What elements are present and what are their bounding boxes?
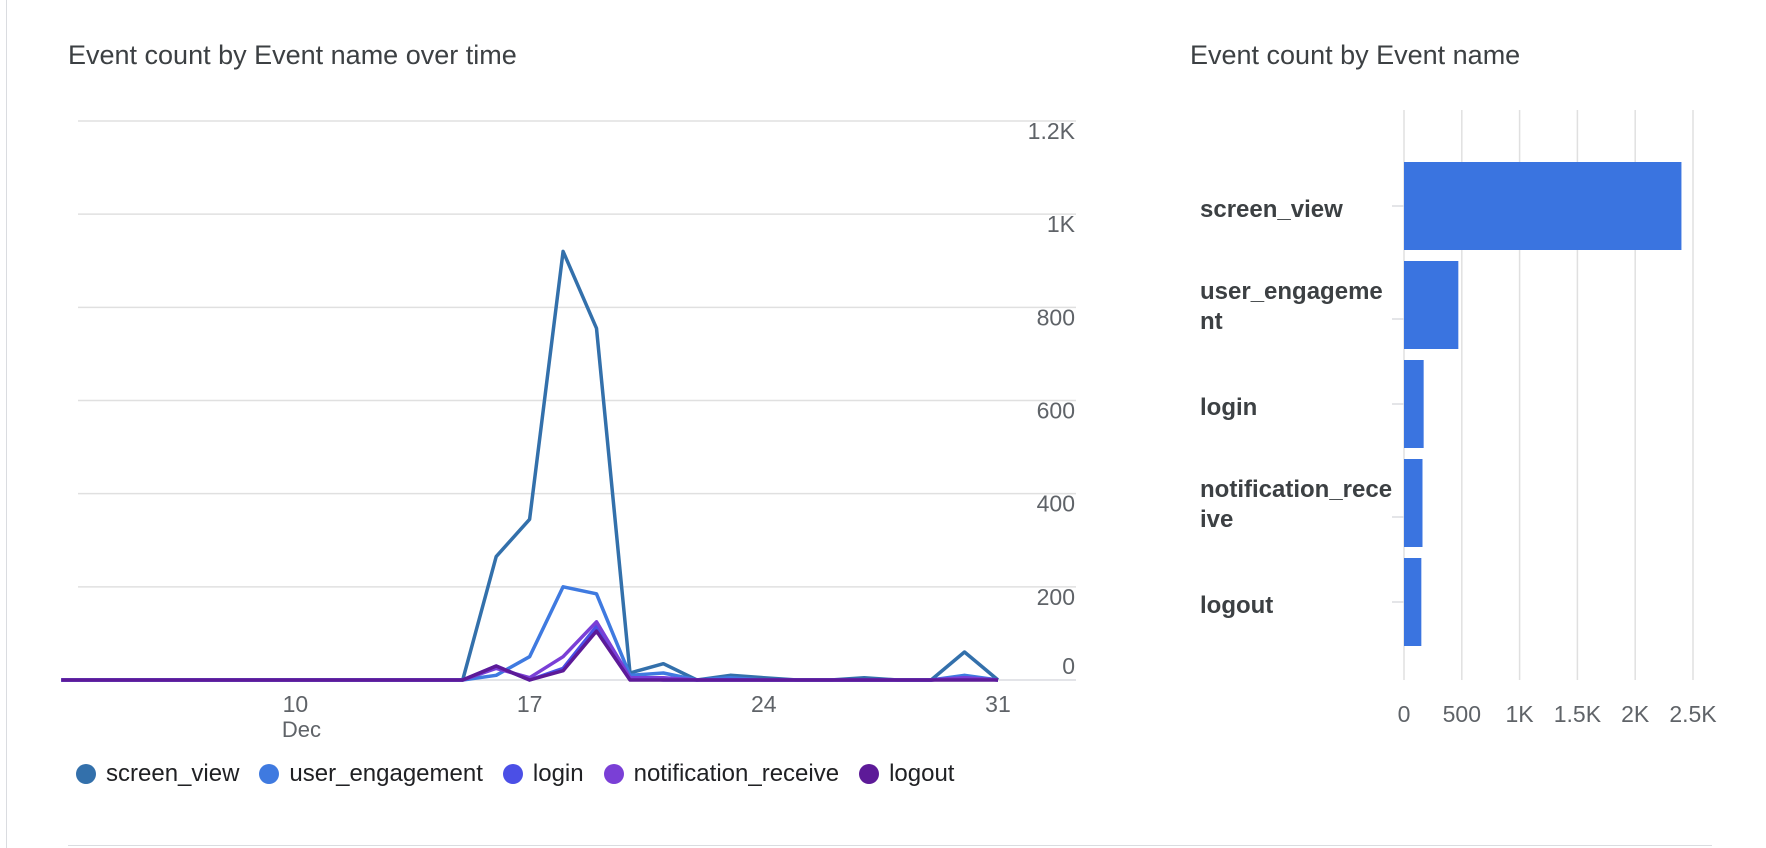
line-y-tick-label: 0 <box>1062 653 1075 679</box>
legend-dot-icon <box>259 764 280 784</box>
legend-label: screen_view <box>106 760 240 787</box>
bar-user_engagement <box>1404 261 1459 349</box>
line-x-tick-label: 17 <box>517 691 543 717</box>
bar-logout <box>1404 558 1422 646</box>
line-chart-legend: screen_view user_engagement login notificat… <box>76 760 974 788</box>
legend-item-login[interactable]: login <box>502 760 584 788</box>
line-y-tick-label: 800 <box>1037 304 1075 330</box>
line-y-tick-label: 1.2K <box>1028 118 1076 144</box>
line-y-tick-label: 1K <box>1047 211 1076 237</box>
legend-label: logout <box>889 760 955 787</box>
line-series-screen_view <box>61 249 1000 682</box>
bar-category-label-cont: ive <box>1200 506 1233 533</box>
line-x-tick-label: 31 <box>985 691 1011 717</box>
card-bottom-divider <box>68 845 1712 846</box>
legend-dot-icon <box>603 764 624 784</box>
bar-category-label: login <box>1200 394 1257 421</box>
bar-x-tick-label: 0 <box>1398 701 1411 727</box>
bar-category-label: user_engageme <box>1200 278 1383 305</box>
bar-category-label: logout <box>1200 592 1273 619</box>
line-chart-title: Event count by Event name over time <box>68 40 517 70</box>
bar-x-tick-label: 2.5K <box>1669 701 1717 727</box>
legend-label: login <box>532 760 584 787</box>
line-x-tick-label: 10 <box>283 691 309 717</box>
line-series-logout <box>61 629 998 682</box>
bar-chart-title: Event count by Event name <box>1190 40 1521 70</box>
bar-screen_view <box>1404 162 1682 250</box>
line-y-tick-label: 200 <box>1037 584 1075 610</box>
bar-category-label-cont: nt <box>1200 308 1223 335</box>
bar-x-tick-label: 1K <box>1506 701 1535 727</box>
bar-category-label: screen_view <box>1200 196 1343 223</box>
line-x-tick-sublabel: Dec <box>282 717 321 742</box>
line-series-notification_receive <box>61 620 999 682</box>
legend-label: notification_receive <box>633 760 840 787</box>
line-y-tick-label: 400 <box>1037 491 1075 517</box>
bar-x-tick-label: 500 <box>1443 701 1481 727</box>
legend-label: user_engagement <box>289 760 483 787</box>
legend-item-logout[interactable]: logout <box>859 760 954 788</box>
legend-dot-icon <box>502 764 523 784</box>
legend-dot-icon <box>859 764 880 784</box>
bar-x-tick-label: 1.5K <box>1554 701 1602 727</box>
bar-login <box>1404 360 1424 448</box>
card-left-border <box>6 0 7 848</box>
line-y-tick-label: 600 <box>1037 398 1075 424</box>
legend-item-notification_receive[interactable]: notification_receive <box>603 760 840 788</box>
legend-item-screen_view[interactable]: screen_view <box>76 760 239 788</box>
line-series-user_engagement <box>61 585 999 682</box>
bar-notification_receive <box>1404 459 1423 547</box>
legend-item-user_engagement[interactable]: user_engagement <box>259 760 483 788</box>
legend-dot-icon <box>76 764 96 784</box>
line-x-tick-label: 24 <box>751 691 777 717</box>
bar-x-tick-label: 2K <box>1621 701 1650 727</box>
bar-category-label: notification_rece <box>1200 476 1392 503</box>
